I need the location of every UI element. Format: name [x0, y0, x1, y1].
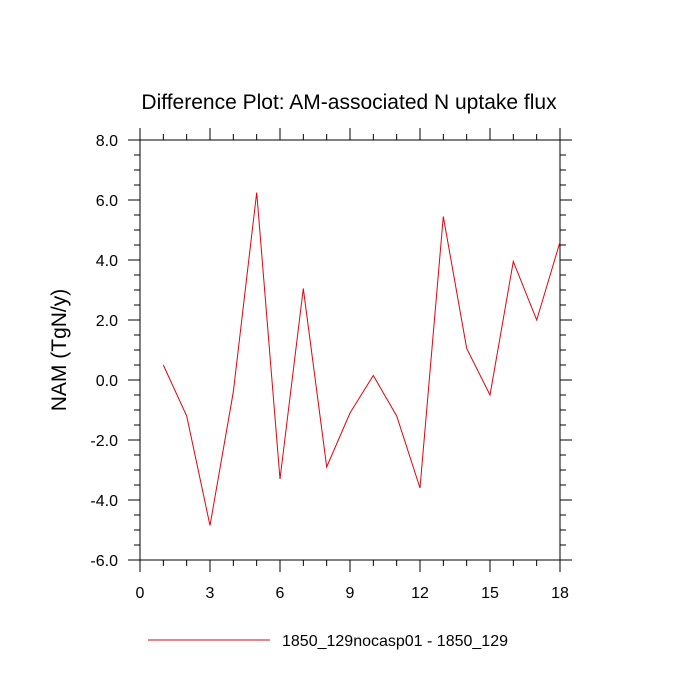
y-tick-label: 4.0 — [96, 253, 118, 270]
x-tick-label: 15 — [481, 585, 499, 602]
series-group — [162, 192, 561, 526]
y-axis-label: NAM (TgN/y) — [48, 289, 71, 412]
series-line-0 — [162, 192, 561, 526]
x-tick-label: 18 — [551, 585, 569, 602]
y-tick-label: 6.0 — [96, 193, 118, 210]
plot-frame — [139, 139, 561, 561]
x-tick-label: 12 — [411, 585, 429, 602]
x-tick-label: 9 — [346, 585, 355, 602]
y-tick-label: 2.0 — [96, 313, 118, 330]
x-tick-labels: 0 3 6 9 12 15 18 — [136, 585, 569, 602]
y-tick-label: -6.0 — [90, 553, 118, 570]
y-tick-label: 0.0 — [96, 373, 118, 390]
x-tick-label: 0 — [136, 585, 145, 602]
x-tick-label: 3 — [206, 585, 215, 602]
legend-label: 1850_129nocasp01 - 1850_129 — [282, 633, 508, 650]
x-tick-label: 6 — [276, 585, 285, 602]
y-tick-label: -2.0 — [90, 433, 118, 450]
chart-title: Difference Plot: AM-associated N uptake … — [141, 91, 557, 114]
y-tick-labels: -6.0 -4.0 -2.0 0.0 2.0 4.0 6.0 8.0 — [90, 133, 118, 570]
legend: 1850_129nocasp01 - 1850_129 — [148, 633, 508, 650]
y-tick-label: 8.0 — [96, 133, 118, 150]
major-ticks — [128, 128, 572, 572]
y-tick-label: -4.0 — [90, 493, 118, 510]
minor-ticks — [134, 134, 566, 566]
